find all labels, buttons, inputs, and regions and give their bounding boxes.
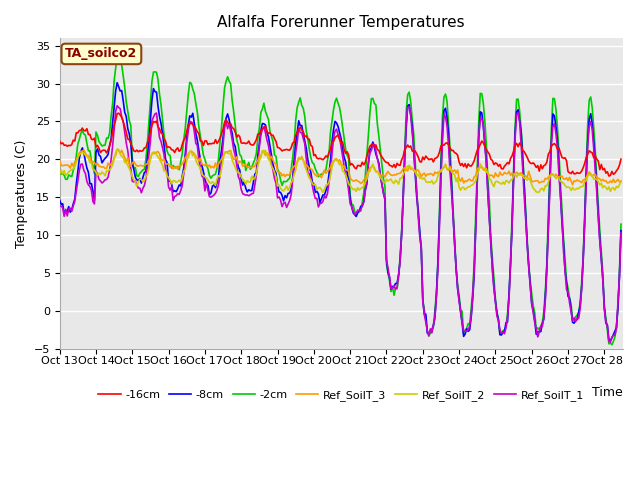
Ref_SoilT_2 bbox=[150, 149, 157, 155]
-16cm bbox=[469, 161, 477, 167]
-16cm bbox=[129, 144, 136, 150]
-2cm bbox=[150, 69, 157, 75]
Ref_SoilT_3 bbox=[469, 178, 477, 183]
-16cm bbox=[150, 119, 157, 124]
Ref_SoilT_3 bbox=[569, 182, 577, 188]
-2cm bbox=[617, 221, 625, 227]
Ref_SoilT_3 bbox=[608, 180, 616, 185]
Ref_SoilT_2 bbox=[56, 170, 63, 176]
Title: Alfalfa Forerunner Temperatures: Alfalfa Forerunner Temperatures bbox=[217, 15, 465, 30]
-8cm bbox=[608, 335, 616, 341]
-8cm bbox=[129, 161, 136, 167]
-8cm bbox=[56, 197, 63, 203]
Line: Ref_SoilT_3: Ref_SoilT_3 bbox=[60, 149, 621, 185]
Text: TA_soilco2: TA_soilco2 bbox=[65, 48, 138, 60]
Ref_SoilT_2 bbox=[129, 174, 136, 180]
-16cm bbox=[608, 168, 616, 174]
-8cm bbox=[617, 228, 625, 234]
Ref_SoilT_1 bbox=[617, 230, 625, 236]
-2cm bbox=[469, 288, 477, 294]
-2cm bbox=[115, 50, 122, 56]
-8cm bbox=[113, 80, 121, 85]
-2cm bbox=[343, 152, 351, 158]
Ref_SoilT_3 bbox=[343, 167, 351, 173]
Line: Ref_SoilT_1: Ref_SoilT_1 bbox=[60, 106, 621, 342]
Ref_SoilT_3 bbox=[150, 151, 157, 156]
-8cm bbox=[343, 169, 351, 175]
Text: Time: Time bbox=[592, 386, 623, 399]
Ref_SoilT_3 bbox=[246, 165, 254, 170]
-16cm bbox=[56, 138, 63, 144]
-8cm bbox=[469, 296, 477, 301]
Ref_SoilT_1 bbox=[343, 177, 351, 183]
-8cm bbox=[246, 188, 254, 193]
Ref_SoilT_1 bbox=[469, 294, 477, 300]
-8cm bbox=[150, 86, 157, 92]
Line: Ref_SoilT_2: Ref_SoilT_2 bbox=[60, 149, 621, 192]
-8cm bbox=[607, 337, 614, 343]
Ref_SoilT_3 bbox=[56, 158, 63, 164]
Ref_SoilT_2 bbox=[617, 179, 625, 185]
Ref_SoilT_1 bbox=[607, 339, 614, 345]
Ref_SoilT_2 bbox=[470, 180, 478, 186]
-2cm bbox=[129, 155, 136, 161]
Ref_SoilT_1 bbox=[246, 192, 254, 198]
Ref_SoilT_3 bbox=[129, 160, 136, 166]
-2cm bbox=[607, 340, 614, 346]
Ref_SoilT_2 bbox=[319, 190, 327, 195]
Y-axis label: Temperatures (C): Temperatures (C) bbox=[15, 139, 28, 248]
-16cm bbox=[343, 149, 351, 155]
-16cm bbox=[605, 173, 612, 179]
Ref_SoilT_1 bbox=[113, 103, 121, 108]
Ref_SoilT_3 bbox=[113, 146, 121, 152]
Ref_SoilT_2 bbox=[608, 185, 616, 191]
-2cm bbox=[246, 167, 254, 172]
-16cm bbox=[246, 141, 254, 147]
Ref_SoilT_2 bbox=[113, 146, 121, 152]
Ref_SoilT_2 bbox=[246, 179, 254, 185]
Ref_SoilT_1 bbox=[56, 203, 63, 209]
-2cm bbox=[56, 167, 63, 173]
-16cm bbox=[115, 110, 122, 116]
Ref_SoilT_1 bbox=[150, 114, 157, 120]
Line: -8cm: -8cm bbox=[60, 83, 621, 340]
-2cm bbox=[608, 342, 616, 348]
Line: -16cm: -16cm bbox=[60, 113, 621, 176]
Ref_SoilT_1 bbox=[608, 334, 616, 340]
Ref_SoilT_1 bbox=[129, 178, 136, 184]
Legend: -16cm, -8cm, -2cm, Ref_SoilT_3, Ref_SoilT_2, Ref_SoilT_1: -16cm, -8cm, -2cm, Ref_SoilT_3, Ref_Soil… bbox=[94, 385, 588, 405]
-16cm bbox=[617, 156, 625, 162]
Ref_SoilT_2 bbox=[345, 181, 353, 187]
Line: -2cm: -2cm bbox=[60, 53, 621, 345]
Ref_SoilT_3 bbox=[617, 178, 625, 184]
